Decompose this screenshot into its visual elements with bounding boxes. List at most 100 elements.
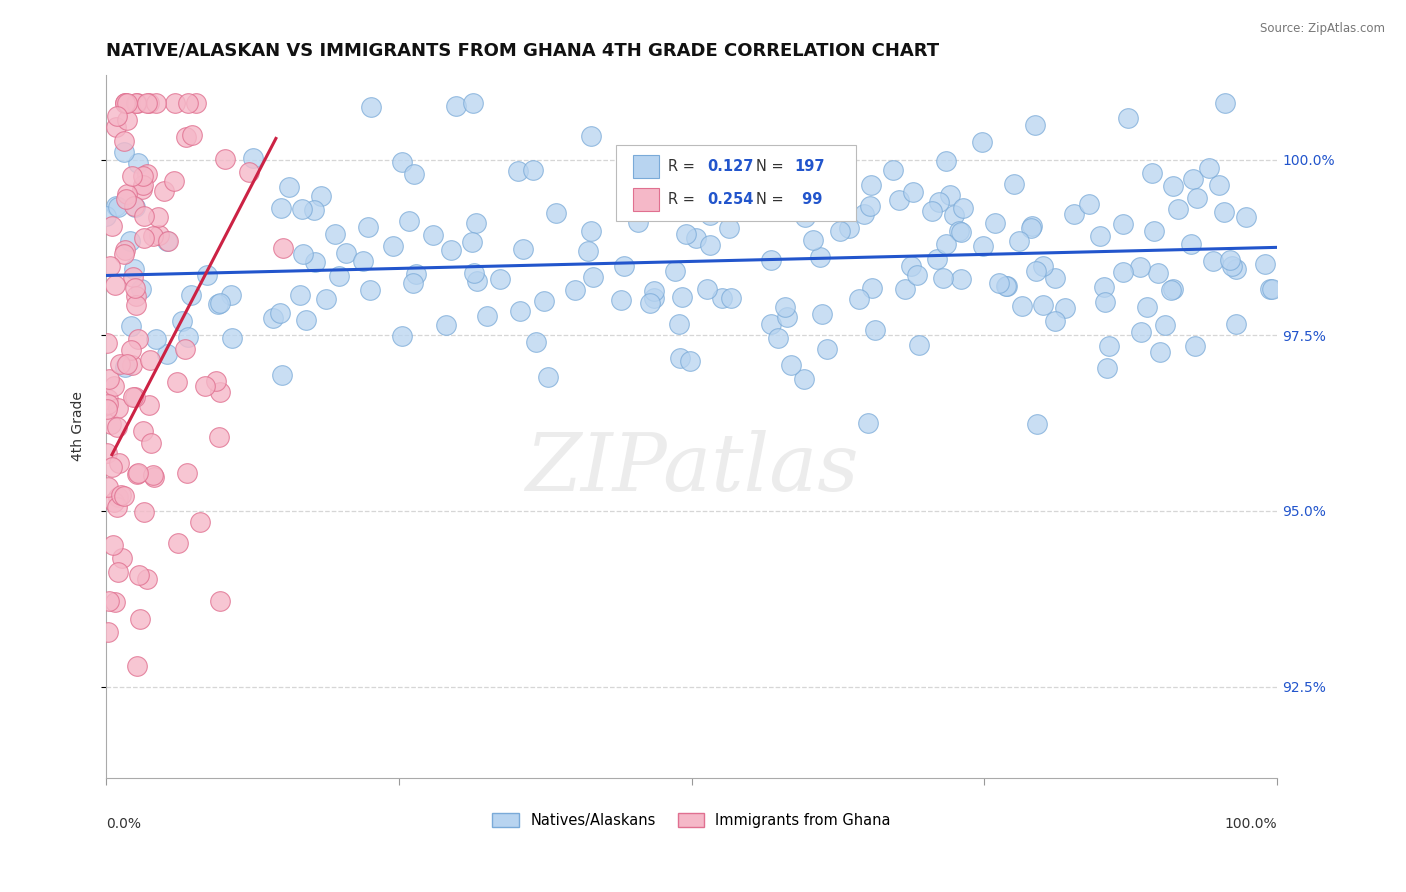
Point [579, 224, 602, 238]
Point [114, 96, 136, 111]
Point [134, 209, 156, 223]
Point [1021, 219, 1043, 233]
Point [1213, 205, 1236, 219]
Point [104, 278, 127, 293]
Point [391, 155, 413, 169]
Point [444, 99, 467, 113]
Text: N =: N = [756, 192, 789, 207]
Point [208, 430, 231, 444]
Point [720, 291, 742, 305]
Point [640, 296, 662, 310]
Point [1180, 236, 1202, 251]
Point [463, 266, 485, 280]
Point [148, 227, 170, 242]
Point [105, 419, 128, 434]
Point [127, 659, 149, 673]
Point [759, 318, 782, 332]
Point [131, 181, 153, 195]
Point [114, 359, 136, 374]
Text: 0.0%: 0.0% [105, 816, 141, 830]
Point [96, 335, 118, 350]
Point [242, 151, 264, 165]
Point [773, 301, 796, 315]
Point [302, 203, 325, 218]
Point [110, 488, 132, 502]
Point [1129, 325, 1152, 339]
Point [675, 227, 697, 241]
Point [1208, 178, 1230, 192]
Point [125, 289, 148, 303]
Point [103, 595, 125, 609]
Point [195, 268, 218, 283]
Point [96, 209, 118, 223]
Point [685, 231, 707, 245]
Point [1024, 118, 1046, 132]
Point [167, 536, 190, 550]
Text: N =: N = [756, 159, 789, 174]
Point [581, 269, 603, 284]
Point [1043, 271, 1066, 285]
Point [142, 468, 165, 483]
Bar [633, 188, 659, 211]
Point [405, 267, 427, 281]
Point [576, 244, 599, 259]
Point [717, 221, 740, 235]
Point [98, 372, 121, 386]
Point [679, 354, 702, 368]
Point [853, 206, 876, 220]
Point [270, 201, 292, 215]
Point [209, 593, 232, 607]
Point [139, 436, 162, 450]
Point [903, 186, 925, 200]
Point [477, 309, 499, 323]
Text: 99: 99 [797, 192, 823, 207]
Point [931, 271, 953, 285]
Text: 0.127: 0.127 [707, 159, 754, 174]
Point [108, 456, 131, 470]
Point [214, 153, 236, 167]
Point [1153, 318, 1175, 333]
Point [157, 235, 180, 249]
Point [143, 470, 166, 484]
Point [271, 241, 294, 255]
Point [766, 331, 789, 345]
Point [859, 199, 882, 213]
Point [699, 237, 721, 252]
Point [942, 208, 965, 222]
Point [1025, 417, 1047, 432]
Point [643, 284, 665, 298]
Point [194, 379, 217, 393]
Point [124, 200, 146, 214]
Point [972, 239, 994, 253]
Point [271, 368, 294, 383]
Point [104, 120, 127, 135]
Point [887, 193, 910, 207]
Point [122, 261, 145, 276]
Point [1160, 283, 1182, 297]
Point [134, 231, 156, 245]
Point [138, 96, 160, 111]
Point [176, 330, 198, 344]
Bar [633, 155, 659, 178]
Point [627, 215, 650, 229]
Point [181, 128, 204, 142]
Point [858, 417, 880, 431]
Point [402, 167, 425, 181]
Point [315, 292, 337, 306]
Point [1225, 317, 1247, 331]
Point [138, 398, 160, 412]
Point [1161, 282, 1184, 296]
Point [644, 197, 666, 211]
Point [100, 417, 122, 432]
Point [115, 192, 138, 206]
Point [793, 372, 815, 386]
Point [1111, 217, 1133, 231]
Point [238, 165, 260, 179]
Point [127, 332, 149, 346]
Point [127, 466, 149, 480]
Point [1077, 197, 1099, 211]
Legend: Natives/Alaskans, Immigrants from Ghana: Natives/Alaskans, Immigrants from Ghana [486, 807, 897, 834]
Point [127, 467, 149, 482]
Point [101, 538, 124, 552]
Point [838, 220, 860, 235]
